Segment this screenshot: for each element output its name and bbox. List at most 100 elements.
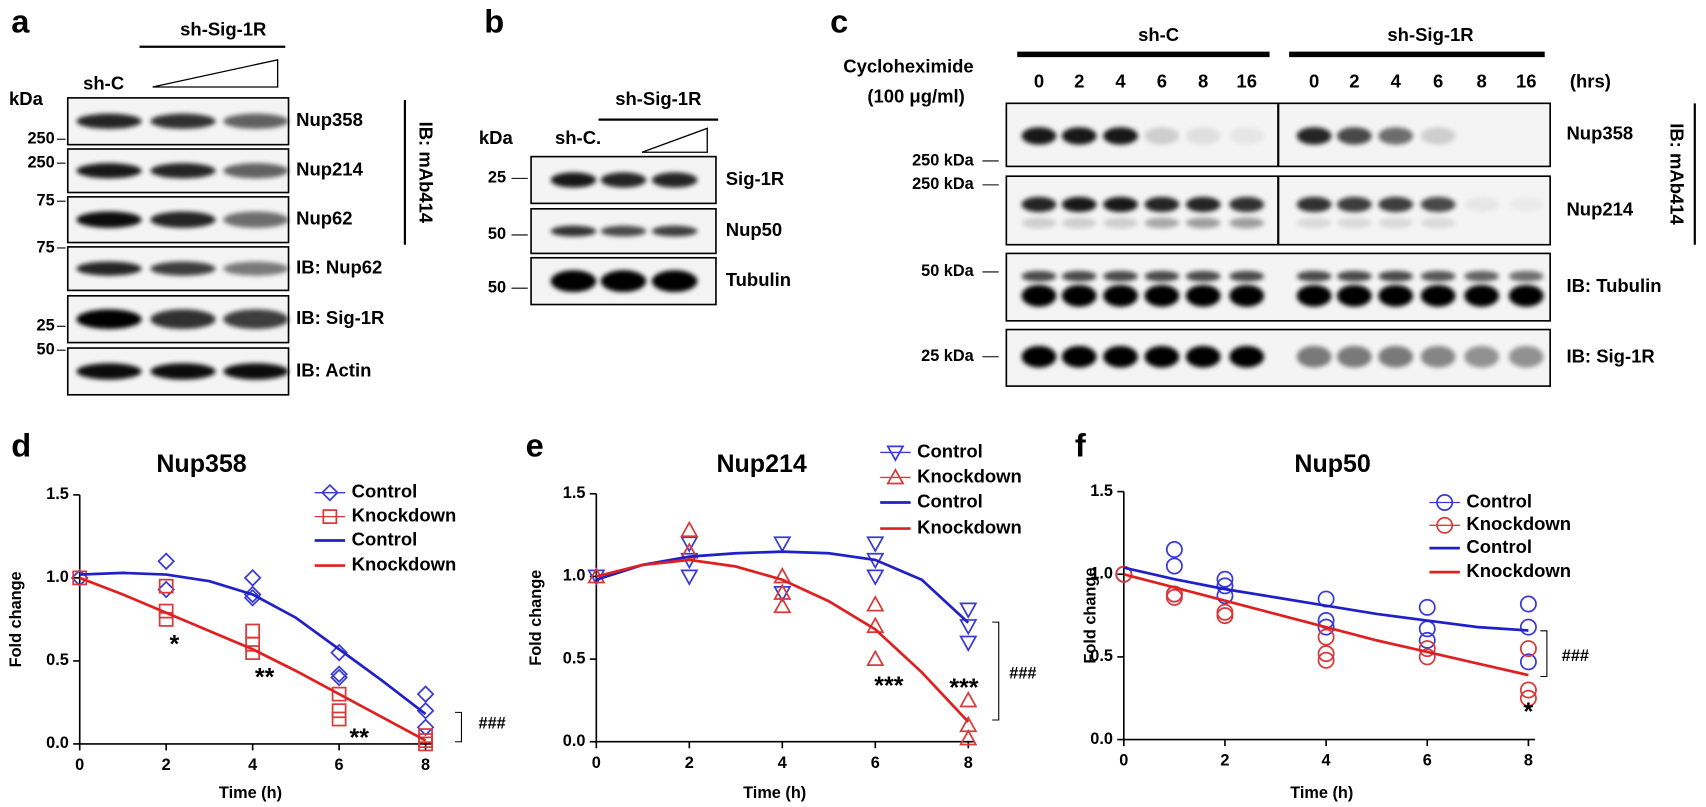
blot-label: IB: Tubulin bbox=[1566, 275, 1661, 296]
legend-marker bbox=[886, 468, 905, 485]
significance-label: ### bbox=[1562, 647, 1590, 665]
band bbox=[1229, 270, 1265, 282]
band bbox=[1509, 197, 1544, 212]
marker-label: 75 bbox=[37, 192, 55, 210]
time-label: 6 bbox=[1433, 71, 1443, 92]
point bbox=[1165, 540, 1183, 558]
band bbox=[1144, 217, 1180, 229]
time-label: 6 bbox=[1157, 71, 1167, 92]
band bbox=[1336, 127, 1372, 145]
lane-label: sh-C bbox=[83, 73, 124, 94]
band bbox=[1296, 217, 1332, 229]
band bbox=[1229, 345, 1265, 368]
point bbox=[72, 570, 88, 586]
band bbox=[1021, 345, 1057, 368]
fit-line bbox=[595, 558, 970, 723]
legend-marker bbox=[886, 445, 905, 462]
x-tick-label: 8 bbox=[1524, 752, 1533, 770]
point bbox=[331, 703, 347, 719]
band bbox=[1508, 345, 1544, 368]
chart-title: Nup214 bbox=[716, 450, 806, 478]
point bbox=[1519, 618, 1537, 636]
x-tick-label: 4 bbox=[248, 756, 257, 774]
legend-label: Knockdown bbox=[1466, 513, 1571, 534]
band bbox=[150, 363, 216, 380]
panel-letter: c bbox=[830, 3, 848, 40]
time-label: 16 bbox=[1236, 71, 1257, 92]
band bbox=[651, 270, 698, 293]
marker-label: 25 kDa bbox=[921, 347, 974, 365]
band bbox=[76, 113, 142, 129]
y-tick-label: 0.0 bbox=[1090, 730, 1113, 748]
time-label: 8 bbox=[1198, 71, 1208, 92]
panel-letter: a bbox=[11, 3, 30, 40]
band bbox=[1144, 270, 1180, 282]
point bbox=[1165, 588, 1183, 606]
y-tick-label: 1.0 bbox=[563, 567, 586, 585]
point bbox=[416, 718, 435, 737]
band bbox=[1378, 284, 1414, 307]
x-tick-label: 2 bbox=[685, 754, 694, 772]
marker-label: 250 bbox=[27, 130, 54, 148]
band bbox=[1336, 345, 1372, 368]
panel-letter: b bbox=[484, 3, 504, 40]
time-label: 0 bbox=[1309, 71, 1319, 92]
point bbox=[866, 649, 885, 667]
panel-letter: f bbox=[1075, 427, 1086, 464]
y-tick-label: 0.0 bbox=[563, 732, 586, 750]
point bbox=[959, 619, 978, 636]
point bbox=[1519, 653, 1537, 671]
x-tick-label: 4 bbox=[778, 754, 787, 772]
time-label: 2 bbox=[1349, 71, 1359, 92]
band bbox=[223, 113, 289, 129]
asterisk: *** bbox=[949, 674, 978, 702]
legend-label: Knockdown bbox=[1466, 560, 1571, 581]
point bbox=[1519, 681, 1537, 699]
band bbox=[1021, 270, 1057, 282]
band bbox=[1061, 127, 1097, 145]
point bbox=[866, 616, 885, 633]
band bbox=[651, 225, 698, 237]
asterisk: * bbox=[169, 631, 179, 659]
point bbox=[959, 602, 978, 619]
gradient-triangle bbox=[641, 127, 708, 153]
point bbox=[416, 685, 435, 703]
x-tick-label: 2 bbox=[162, 756, 171, 774]
blot-label: Nup214 bbox=[1566, 198, 1633, 219]
x-tick-label: 2 bbox=[1220, 752, 1229, 770]
blot-label: IB: Sig-1R bbox=[1566, 346, 1654, 367]
band bbox=[550, 225, 597, 237]
band bbox=[1021, 217, 1057, 229]
band bbox=[651, 172, 698, 188]
band bbox=[150, 163, 216, 179]
band bbox=[1464, 196, 1500, 213]
marker-label: 250 bbox=[27, 153, 54, 171]
band bbox=[1296, 196, 1332, 213]
point bbox=[1418, 631, 1436, 649]
blot-label: Nup50 bbox=[726, 219, 782, 240]
treatment: (100 μg/ml) bbox=[867, 86, 965, 107]
time-label: 4 bbox=[1391, 71, 1402, 92]
fit-line bbox=[1123, 572, 1529, 677]
band bbox=[600, 270, 647, 293]
point bbox=[416, 701, 435, 720]
blot-label: Nup214 bbox=[296, 159, 363, 180]
band bbox=[1229, 196, 1265, 213]
chart-title: Nup358 bbox=[156, 450, 246, 478]
time-label: 16 bbox=[1516, 71, 1537, 92]
point bbox=[680, 536, 699, 553]
blot-header: sh-Sig-1R bbox=[180, 18, 266, 39]
x-axis-label: Time (h) bbox=[743, 784, 806, 802]
band bbox=[150, 309, 216, 329]
gradient-triangle bbox=[152, 59, 279, 88]
band bbox=[1103, 270, 1138, 282]
asterisk: * bbox=[1524, 698, 1534, 726]
band bbox=[1378, 270, 1414, 282]
band bbox=[1144, 196, 1180, 213]
time-label: 4 bbox=[1115, 71, 1126, 92]
side-label: IB: mAb414 bbox=[416, 122, 437, 224]
band bbox=[1508, 270, 1544, 282]
blot-label: IB: Sig-1R bbox=[296, 307, 384, 328]
band bbox=[1464, 284, 1500, 307]
